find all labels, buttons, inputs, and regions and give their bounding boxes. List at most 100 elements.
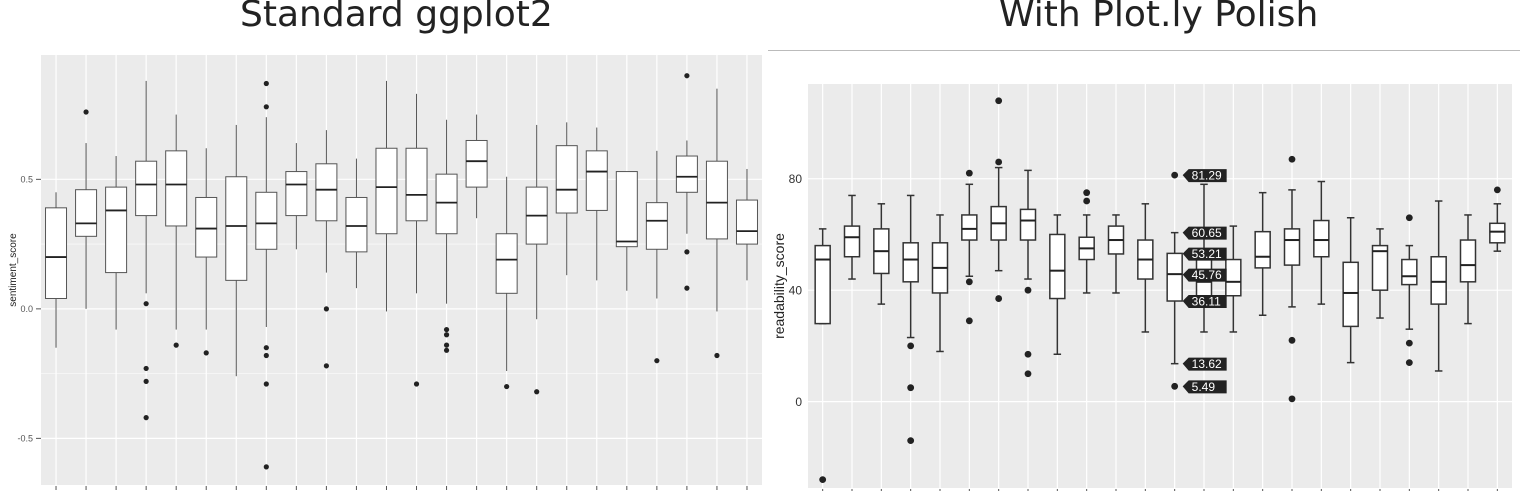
box-3 bbox=[105, 156, 128, 330]
hover-tooltip: 36.11 bbox=[1182, 295, 1227, 309]
box-body bbox=[1371, 244, 1389, 291]
box-body bbox=[465, 139, 488, 188]
y-tick-label: 0.5 bbox=[20, 174, 33, 184]
tooltip-box bbox=[1182, 247, 1227, 261]
box-body bbox=[435, 173, 458, 235]
outlier-point bbox=[263, 352, 269, 359]
outlier-point bbox=[907, 384, 915, 392]
box-body bbox=[405, 147, 428, 222]
outlier-point bbox=[143, 365, 149, 372]
box-body bbox=[814, 244, 831, 325]
tooltip-label: 36.11 bbox=[1192, 295, 1221, 309]
box-body bbox=[1225, 258, 1242, 297]
outlier-point bbox=[1493, 186, 1501, 194]
box-body bbox=[1283, 228, 1301, 266]
modebar-divider bbox=[768, 50, 1520, 51]
box-22 bbox=[675, 73, 698, 291]
outlier-point bbox=[263, 80, 269, 87]
box-18 bbox=[555, 122, 578, 276]
box-1 bbox=[814, 228, 831, 484]
box-body bbox=[1166, 252, 1183, 302]
outlier-point bbox=[907, 342, 915, 350]
outlier-point bbox=[203, 350, 209, 356]
y-tick-label: 80 bbox=[789, 172, 803, 186]
box-body bbox=[615, 171, 638, 248]
outlier-point bbox=[995, 158, 1003, 166]
box-1 bbox=[45, 192, 68, 348]
hover-tooltip: 5.49 bbox=[1182, 380, 1227, 394]
outlier-point bbox=[1024, 350, 1032, 358]
box-body bbox=[1401, 258, 1418, 286]
box-body bbox=[315, 163, 338, 222]
box-6 bbox=[195, 148, 218, 356]
box-body bbox=[495, 233, 518, 294]
box-12 bbox=[375, 80, 398, 312]
outlier-point bbox=[263, 104, 269, 110]
outlier-point bbox=[413, 381, 420, 387]
outlier-point bbox=[907, 437, 915, 445]
outlier-point bbox=[263, 381, 269, 387]
outlier-point bbox=[143, 378, 149, 384]
outlier-point bbox=[443, 342, 450, 348]
box-body bbox=[225, 176, 248, 281]
hover-tooltip: 81.29 bbox=[1182, 169, 1227, 183]
box-body bbox=[255, 191, 278, 250]
tooltip-label: 45.76 bbox=[1192, 268, 1222, 282]
outlier-point bbox=[173, 342, 179, 348]
box-5 bbox=[931, 214, 949, 353]
outlier-point bbox=[654, 358, 660, 364]
box-body bbox=[1459, 239, 1477, 283]
box-9 bbox=[1049, 214, 1066, 356]
box-19 bbox=[1342, 216, 1359, 364]
outlier-point bbox=[1083, 197, 1091, 205]
tooltip-label: 5.49 bbox=[1192, 380, 1216, 394]
box-body bbox=[645, 202, 668, 250]
box-4 bbox=[135, 80, 158, 421]
box-body bbox=[735, 199, 758, 245]
box-22 bbox=[1430, 200, 1447, 372]
outlier-point bbox=[1083, 189, 1091, 197]
outlier-point bbox=[504, 383, 510, 390]
box-10 bbox=[315, 130, 338, 369]
box-17 bbox=[1283, 155, 1301, 403]
tooltip-box bbox=[1182, 268, 1227, 282]
outlier-point bbox=[1405, 359, 1413, 367]
outlier-point bbox=[684, 249, 690, 255]
box-5 bbox=[165, 114, 188, 348]
box-19 bbox=[585, 127, 608, 281]
ggplot-boxplot: -0.5 0.0 0.5 sentiment_score bbox=[8, 55, 762, 490]
box-body bbox=[135, 160, 158, 217]
box-body bbox=[195, 196, 218, 258]
outlier-point bbox=[965, 317, 973, 325]
box-body bbox=[1019, 208, 1037, 241]
y-tick-label: 0 bbox=[795, 395, 802, 409]
outlier-point bbox=[1171, 171, 1179, 179]
box-body bbox=[675, 155, 698, 193]
box-body bbox=[585, 150, 608, 211]
box-body bbox=[345, 196, 368, 253]
outlier-point bbox=[995, 97, 1003, 105]
box-body bbox=[961, 214, 978, 241]
outlier-point bbox=[443, 326, 450, 333]
box-body bbox=[1254, 230, 1271, 269]
box-8 bbox=[255, 80, 278, 470]
box-7 bbox=[225, 124, 248, 377]
box-11 bbox=[345, 158, 368, 289]
y-tick-label: 0.0 bbox=[20, 304, 33, 314]
box-20 bbox=[615, 171, 638, 291]
outlier-point bbox=[323, 306, 329, 312]
tooltip-box bbox=[1182, 380, 1227, 394]
box-7 bbox=[990, 97, 1007, 302]
box-12 bbox=[1137, 203, 1154, 333]
outlier-point bbox=[534, 389, 540, 395]
box-4 bbox=[902, 194, 919, 445]
tooltip-box bbox=[1182, 226, 1227, 240]
box-body bbox=[285, 171, 308, 217]
outlier-point bbox=[1288, 336, 1296, 344]
box-body bbox=[1430, 255, 1447, 305]
box-3 bbox=[873, 203, 890, 305]
right-chart-title: With Plot.ly Polish bbox=[999, 0, 1319, 35]
box-14 bbox=[435, 119, 458, 353]
hover-tooltip: 13.62 bbox=[1182, 357, 1227, 371]
